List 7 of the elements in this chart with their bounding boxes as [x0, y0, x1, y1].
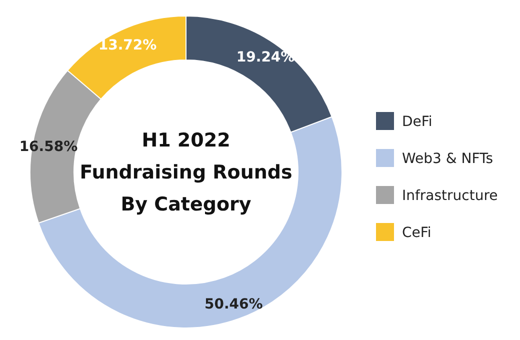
legend-label: Web3 & NFTs — [402, 150, 494, 167]
legend-label: CeFi — [402, 224, 432, 241]
legend-label: Infrastructure — [402, 188, 498, 204]
data-label: 13.72% — [98, 38, 157, 54]
legend-label: DeFi — [402, 114, 432, 130]
data-label: 50.46% — [204, 296, 263, 313]
text: H1 2022 Fundraising Rounds By Category — [80, 130, 292, 216]
